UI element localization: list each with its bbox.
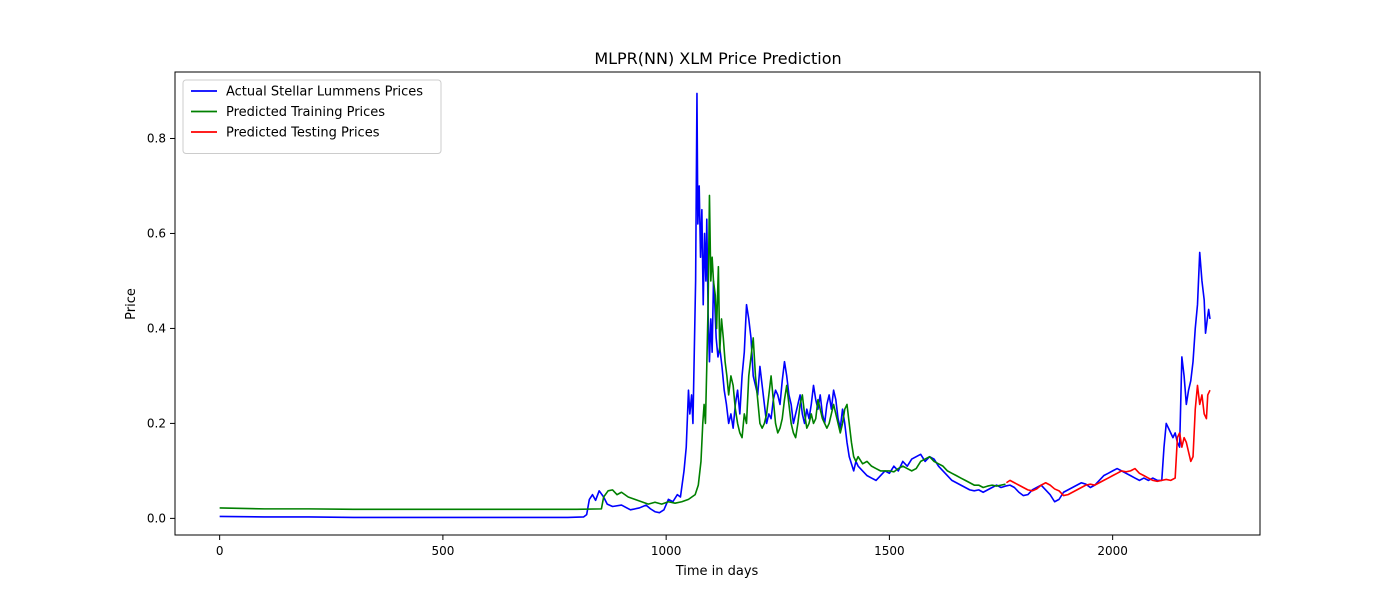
- legend-label: Predicted Testing Prices: [226, 126, 380, 141]
- chart-title: MLPR(NN) XLM Price Prediction: [594, 49, 841, 68]
- x-tick-label: 1500: [874, 544, 905, 558]
- y-tick-label: 0.8: [147, 131, 166, 145]
- axes-frame: [174, 71, 1261, 536]
- y-tick-label: 0.6: [147, 226, 166, 240]
- y-tick-label: 0.0: [147, 511, 166, 525]
- series-line-3: [1005, 384, 1211, 497]
- x-tick-label: 1000: [651, 544, 682, 558]
- series-line-1: [219, 92, 1211, 519]
- y-tick-label: 0.4: [147, 321, 166, 335]
- x-tick-label: 0: [216, 544, 224, 558]
- legend: Actual Stellar Lummens Prices Predicted T…: [182, 79, 442, 154]
- x-tick-label: 2000: [1097, 544, 1128, 558]
- legend-label: Actual Stellar Lummens Prices: [226, 85, 423, 100]
- series-line-2: [219, 194, 1006, 511]
- legend-label: Predicted Training Prices: [226, 105, 385, 120]
- y-tick-label: 0.2: [147, 416, 166, 430]
- x-tick-label: 500: [431, 544, 454, 558]
- x-axis-label: Time in days: [675, 564, 759, 579]
- legend-box: [182, 79, 442, 154]
- y-axis-label: Price: [124, 288, 139, 320]
- plot-area: 0 500 1000 1500 2000 0.0 0.2 0.4 0.6 0.8: [147, 71, 1261, 558]
